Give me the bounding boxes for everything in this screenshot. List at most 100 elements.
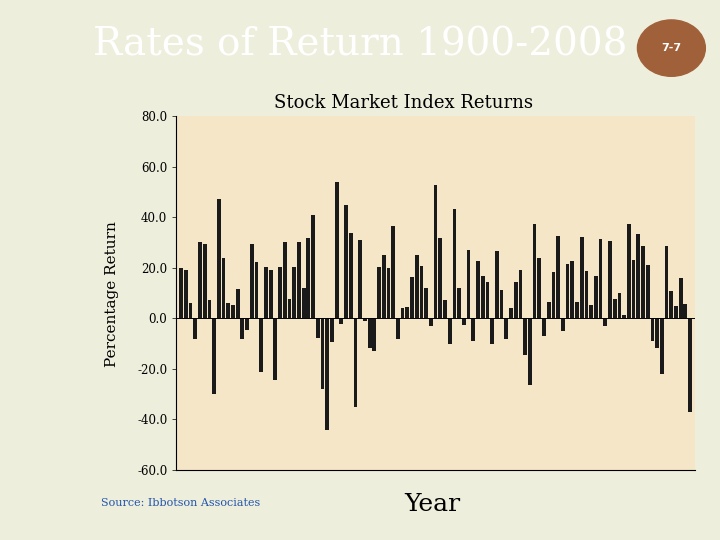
Bar: [354, 318, 357, 407]
Bar: [344, 205, 348, 318]
Bar: [410, 277, 414, 318]
Bar: [688, 318, 692, 411]
Bar: [235, 289, 240, 318]
Bar: [297, 242, 301, 318]
Bar: [240, 318, 244, 339]
Bar: [546, 302, 551, 318]
Bar: [542, 318, 546, 336]
Text: Rates of Return 1900-2008: Rates of Return 1900-2008: [93, 26, 627, 63]
Bar: [646, 265, 649, 318]
Bar: [217, 199, 221, 318]
Bar: [222, 258, 225, 318]
Bar: [255, 262, 258, 318]
Bar: [665, 246, 668, 318]
Bar: [377, 267, 381, 318]
Bar: [231, 305, 235, 318]
Bar: [523, 318, 527, 355]
Bar: [194, 318, 197, 340]
Bar: [316, 318, 320, 338]
Bar: [259, 318, 263, 372]
Bar: [618, 293, 621, 318]
Bar: [622, 315, 626, 318]
Bar: [179, 268, 183, 318]
Text: Year: Year: [404, 494, 460, 516]
Bar: [311, 215, 315, 318]
Bar: [514, 282, 518, 318]
Bar: [674, 306, 678, 318]
Bar: [561, 318, 564, 330]
Bar: [405, 307, 409, 318]
Bar: [655, 318, 659, 348]
Bar: [518, 271, 522, 318]
Bar: [349, 233, 353, 318]
Bar: [396, 318, 400, 339]
Bar: [481, 276, 485, 318]
Bar: [184, 270, 188, 318]
Bar: [670, 291, 673, 318]
Bar: [457, 288, 461, 318]
Bar: [330, 318, 334, 342]
Bar: [570, 261, 574, 318]
Bar: [438, 238, 442, 318]
Bar: [575, 302, 579, 318]
Bar: [250, 244, 253, 318]
Bar: [363, 318, 366, 321]
Bar: [264, 267, 268, 318]
Bar: [472, 318, 475, 341]
Bar: [359, 240, 362, 318]
Bar: [372, 318, 377, 350]
Bar: [566, 264, 570, 318]
Bar: [660, 318, 664, 374]
Bar: [420, 266, 423, 318]
Bar: [368, 318, 372, 348]
Bar: [401, 308, 405, 318]
Bar: [585, 272, 588, 318]
Bar: [287, 299, 292, 318]
Bar: [613, 299, 616, 318]
Bar: [533, 224, 536, 318]
Bar: [580, 237, 584, 318]
Bar: [509, 308, 513, 318]
Bar: [598, 239, 603, 318]
Bar: [283, 242, 287, 318]
Bar: [325, 318, 329, 430]
Bar: [387, 268, 390, 318]
Bar: [683, 304, 688, 318]
Bar: [415, 255, 418, 318]
Bar: [627, 224, 631, 318]
Bar: [557, 237, 560, 318]
Bar: [467, 250, 470, 318]
Bar: [448, 318, 451, 345]
Bar: [246, 318, 249, 330]
Bar: [490, 318, 494, 344]
Bar: [603, 318, 607, 326]
Bar: [212, 318, 216, 394]
Bar: [391, 226, 395, 318]
Bar: [339, 318, 343, 324]
Bar: [207, 300, 211, 318]
Bar: [189, 302, 192, 318]
Text: Percentage Return: Percentage Return: [104, 221, 119, 367]
Bar: [320, 318, 325, 389]
Bar: [679, 278, 683, 318]
Bar: [500, 291, 503, 318]
Bar: [537, 258, 541, 318]
Bar: [476, 261, 480, 318]
Ellipse shape: [637, 20, 706, 76]
Bar: [307, 238, 310, 318]
Bar: [589, 305, 593, 318]
Bar: [424, 288, 428, 318]
Bar: [631, 260, 636, 318]
Bar: [198, 242, 202, 318]
Bar: [453, 208, 456, 318]
Bar: [292, 267, 296, 318]
Bar: [226, 302, 230, 318]
Bar: [429, 318, 433, 326]
Bar: [608, 241, 612, 318]
Text: 7-7: 7-7: [662, 43, 681, 53]
Bar: [495, 251, 499, 318]
Bar: [203, 244, 207, 318]
Bar: [443, 300, 447, 318]
Bar: [636, 234, 640, 318]
Text: Source: Ibbotson Associates: Source: Ibbotson Associates: [101, 498, 260, 508]
